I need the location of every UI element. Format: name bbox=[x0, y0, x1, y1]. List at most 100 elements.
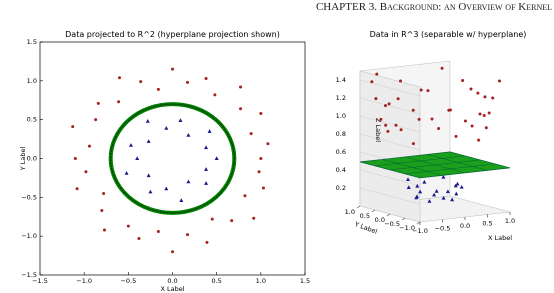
x-tick-label: −1.5 bbox=[32, 277, 48, 285]
y-tick bbox=[386, 213, 391, 217]
data-point bbox=[455, 181, 460, 186]
data-point bbox=[430, 117, 434, 121]
x-tick-label: 0.5 bbox=[211, 277, 221, 285]
z-tick bbox=[359, 79, 421, 97]
data-point bbox=[186, 80, 190, 84]
y-tick-label: −1.0 bbox=[21, 232, 37, 240]
chart-2d: Data projected to R^2 (hyperplane projec… bbox=[19, 30, 310, 293]
data-point bbox=[463, 119, 467, 123]
y-tick-label: 1.5 bbox=[27, 38, 37, 46]
data-point bbox=[418, 189, 423, 194]
data-point bbox=[171, 250, 174, 254]
data-point bbox=[164, 186, 169, 191]
chart-title: Data in R^3 (separable w/ hyperplane) bbox=[370, 30, 527, 39]
y-tick bbox=[371, 209, 376, 213]
data-point bbox=[146, 173, 151, 178]
plane-grid bbox=[389, 159, 481, 171]
data-point bbox=[487, 111, 491, 115]
data-point bbox=[461, 79, 465, 83]
data-point bbox=[259, 157, 263, 160]
data-point bbox=[230, 219, 234, 223]
data-point bbox=[75, 187, 79, 191]
y-tick-label: −1.5 bbox=[21, 271, 37, 279]
data-point bbox=[384, 104, 387, 108]
data-point bbox=[117, 100, 121, 104]
y-tick-label: 0.0 bbox=[27, 155, 37, 163]
y-tick-label: −1.0 bbox=[399, 224, 415, 232]
data-point bbox=[426, 89, 430, 93]
plane-grid bbox=[374, 155, 466, 167]
x-tick-label: 0.5 bbox=[482, 220, 492, 228]
x-tick-label: −0.5 bbox=[435, 225, 451, 233]
data-point bbox=[118, 76, 121, 80]
hyperplane-edge bbox=[110, 103, 235, 214]
data-point bbox=[84, 170, 88, 174]
y-tick-label: 0.5 bbox=[27, 116, 37, 124]
data-point bbox=[482, 113, 486, 117]
data-point bbox=[186, 233, 190, 237]
data-point bbox=[164, 126, 169, 130]
y-tick-label: −0.5 bbox=[21, 193, 37, 201]
y-axis-label: Y Label bbox=[19, 147, 27, 172]
data-point bbox=[386, 129, 390, 133]
data-point bbox=[179, 198, 184, 202]
data-point bbox=[210, 217, 214, 221]
data-point bbox=[399, 79, 402, 83]
x-axis-label: X Label bbox=[488, 234, 512, 242]
data-point bbox=[476, 91, 480, 95]
data-point bbox=[239, 107, 243, 111]
data-point bbox=[261, 186, 265, 190]
z-tick-label: 0.2 bbox=[336, 184, 346, 192]
data-point bbox=[374, 97, 378, 101]
x-tick-label: −1.0 bbox=[76, 277, 92, 285]
data-point bbox=[450, 197, 455, 202]
data-point bbox=[478, 112, 482, 116]
y-tick-label: −0.5 bbox=[384, 220, 400, 228]
data-point bbox=[243, 194, 247, 198]
data-point bbox=[204, 181, 209, 185]
z-tick-label: 0.6 bbox=[336, 148, 346, 156]
data-point bbox=[459, 184, 464, 189]
data-point bbox=[205, 240, 209, 244]
data-point bbox=[406, 185, 411, 189]
data-point bbox=[419, 88, 423, 92]
y-tick-label: 1.0 bbox=[345, 208, 355, 216]
data-point bbox=[207, 129, 212, 133]
data-point bbox=[396, 97, 400, 101]
z-tick bbox=[359, 187, 421, 205]
data-point bbox=[100, 209, 104, 213]
running-head: CHAPTER 3. Background: an Overview of Ke… bbox=[316, 1, 552, 13]
data-point bbox=[498, 79, 501, 83]
data-point bbox=[204, 167, 209, 171]
x-tick-label: 1.5 bbox=[300, 277, 310, 285]
data-point bbox=[399, 128, 403, 132]
x-axis-label: X Label bbox=[160, 285, 184, 293]
data-point bbox=[370, 80, 374, 84]
data-point bbox=[102, 191, 106, 195]
data-point bbox=[266, 142, 270, 146]
data-point bbox=[387, 102, 391, 106]
data-point bbox=[71, 125, 75, 129]
data-point bbox=[213, 93, 217, 97]
x-tick-label: 1.0 bbox=[256, 277, 266, 285]
data-point bbox=[156, 230, 160, 234]
data-point bbox=[483, 95, 487, 99]
z-tick-label: 1.4 bbox=[336, 76, 346, 84]
data-point bbox=[249, 132, 253, 136]
data-point bbox=[406, 177, 410, 182]
x-tick-label: 0.0 bbox=[167, 277, 177, 285]
z-tick-label: 0.4 bbox=[336, 166, 346, 174]
data-point bbox=[415, 183, 420, 188]
data-point bbox=[87, 144, 91, 148]
data-point bbox=[432, 192, 437, 197]
data-point bbox=[417, 117, 421, 121]
data-point bbox=[252, 216, 256, 220]
data-point bbox=[259, 111, 263, 115]
data-point bbox=[73, 157, 77, 160]
data-point bbox=[126, 224, 130, 228]
data-point bbox=[384, 123, 388, 127]
data-point bbox=[440, 66, 444, 70]
data-point bbox=[394, 123, 398, 127]
data-point bbox=[124, 171, 129, 175]
data-point bbox=[454, 191, 459, 196]
